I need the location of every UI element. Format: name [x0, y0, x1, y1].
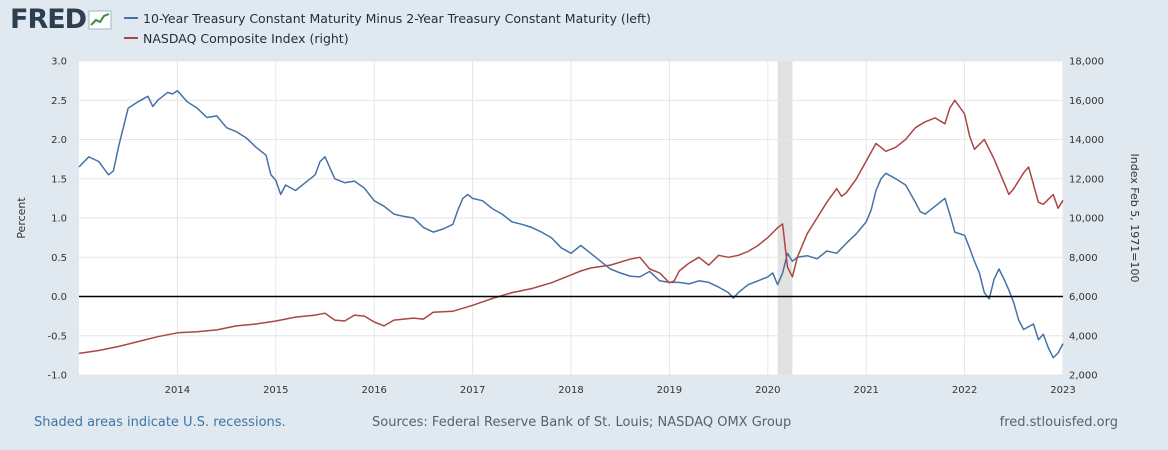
left-axis-ticks: 3.0 2.5 2.0 1.5 1.0 0.5 0.0 -0.5 -1.0	[47, 57, 67, 382]
legend-swatch-nasdaq	[124, 37, 138, 39]
logo-text: FRED	[10, 4, 87, 35]
line-graph-icon	[88, 10, 112, 30]
left-tick-label: 0.5	[51, 253, 67, 264]
series-line-0	[78, 90, 1064, 359]
left-tick-label: 3.0	[51, 57, 67, 68]
right-tick-label: 4,000	[1069, 331, 1098, 342]
x-tick-label: 2019	[657, 385, 682, 396]
right-tick-label: 8,000	[1069, 253, 1098, 264]
left-tick-label: 1.5	[51, 174, 67, 185]
fred-logo[interactable]: FRED	[10, 4, 112, 36]
chart-header: FRED 10-Year Treasury Constant Maturity …	[0, 0, 1168, 56]
legend-label-nasdaq: NASDAQ Composite Index (right)	[143, 30, 349, 46]
sources-text: Sources: Federal Reserve Bank of St. Lou…	[372, 415, 792, 430]
left-axis-title: Percent	[15, 197, 28, 239]
series-line-1	[78, 99, 1064, 355]
left-tick-label: 1.0	[51, 214, 67, 225]
x-tick-label: 2016	[361, 385, 386, 396]
recession-note: Shaded areas indicate U.S. recessions.	[34, 415, 286, 430]
x-tick-label: 2023	[1050, 385, 1075, 396]
x-axis-ticks: 2014 2015 2016 2017 2018 2019 2020 2021 2022 2023	[165, 385, 1076, 396]
x-tick-label: 2018	[558, 385, 583, 396]
chart-legend: 10-Year Treasury Constant Maturity Minus…	[124, 8, 651, 48]
chart-footer: Shaded areas indicate U.S. recessions. S…	[0, 412, 1168, 436]
right-tick-label: 14,000	[1069, 135, 1104, 146]
x-tick-label: 2020	[755, 385, 780, 396]
left-tick-label: 2.0	[51, 135, 67, 146]
right-tick-label: 16,000	[1069, 96, 1104, 107]
x-tick-label: 2017	[460, 385, 485, 396]
legend-item-nasdaq[interactable]: NASDAQ Composite Index (right)	[124, 28, 651, 48]
right-tick-label: 2,000	[1069, 371, 1098, 382]
legend-swatch-spread	[124, 17, 138, 19]
legend-label-spread: 10-Year Treasury Constant Maturity Minus…	[143, 10, 651, 26]
site-link[interactable]: fred.stlouisfed.org	[999, 415, 1118, 430]
left-tick-label: 0.0	[51, 292, 67, 303]
right-tick-label: 18,000	[1069, 57, 1104, 68]
left-tick-label: 2.5	[51, 96, 67, 107]
chart-canvas: 3.0 2.5 2.0 1.5 1.0 0.5 0.0 -0.5 -1.0 18,000 16,0…	[15, 57, 1141, 397]
x-tick-label: 2022	[952, 385, 977, 396]
left-tick-label: -1.0	[47, 371, 67, 382]
series-lines	[78, 90, 1064, 359]
right-tick-label: 10,000	[1069, 214, 1104, 225]
x-tick-label: 2014	[165, 385, 190, 396]
right-tick-label: 6,000	[1069, 292, 1098, 303]
right-tick-label: 12,000	[1069, 174, 1104, 185]
right-axis-title: Index Feb 5, 1971=100	[1128, 154, 1141, 283]
x-tick-label: 2015	[263, 385, 288, 396]
x-tick-label: 2021	[853, 385, 878, 396]
left-tick-label: -0.5	[47, 331, 67, 342]
right-axis-ticks: 18,000 16,000 14,000 12,000 10,000 8,000 6,000…	[1069, 57, 1104, 382]
legend-item-spread[interactable]: 10-Year Treasury Constant Maturity Minus…	[124, 8, 651, 28]
